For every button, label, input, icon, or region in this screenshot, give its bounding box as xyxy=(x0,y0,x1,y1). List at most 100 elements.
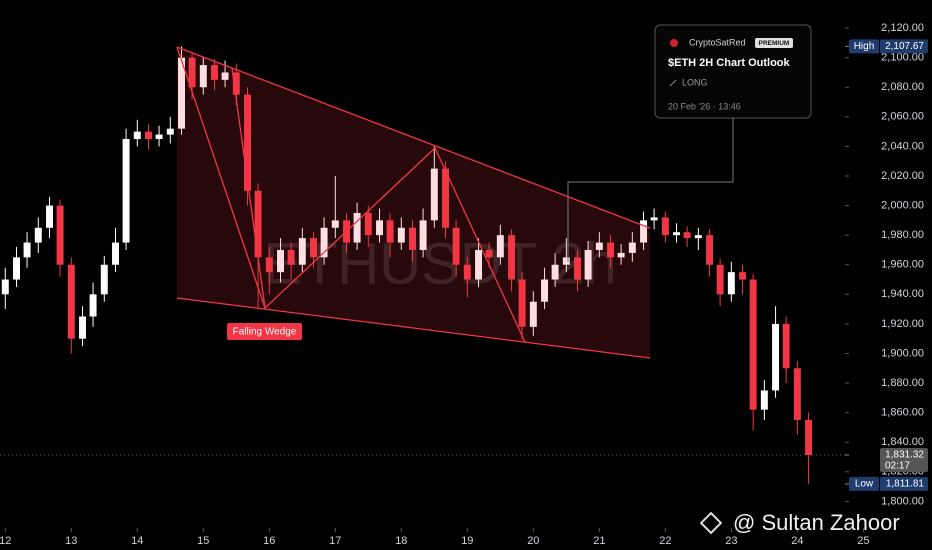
wedge-upper xyxy=(176,46,651,229)
candle-body xyxy=(397,227,405,243)
candle-body xyxy=(760,390,768,410)
candle-body xyxy=(430,168,438,221)
candle-body xyxy=(221,72,229,80)
x-tick-label: 16 xyxy=(263,535,275,547)
candle-body xyxy=(706,235,714,265)
candle-body xyxy=(584,249,592,280)
price-name-box xyxy=(849,476,879,491)
price-name-box xyxy=(849,39,879,54)
wedge-zigzag xyxy=(176,46,526,343)
candle-body xyxy=(13,257,20,280)
card-title: $ETH 2H Chart Outlook xyxy=(668,57,791,69)
price-box xyxy=(880,39,928,54)
candle-body xyxy=(650,217,658,221)
candle-body xyxy=(46,205,53,228)
x-tick-label: 24 xyxy=(791,535,803,547)
candle-body xyxy=(716,264,724,295)
candle-body xyxy=(475,249,483,280)
price-label: 1,831.32 xyxy=(885,450,924,461)
price-box xyxy=(880,448,928,473)
card-badge: PREMIUM xyxy=(759,40,790,47)
candle-body xyxy=(694,235,702,239)
credit: @ Sultan Zahoor xyxy=(699,510,900,535)
x-tick-label: 14 xyxy=(131,535,143,547)
x-tick-label: 22 xyxy=(659,535,671,547)
y-tick-label: 1,860.00 xyxy=(881,407,924,419)
x-tick-label: 12 xyxy=(0,535,11,547)
price-label: 1,811.81 xyxy=(886,479,925,490)
candle-body xyxy=(188,57,196,88)
candle-body xyxy=(805,420,813,456)
candle-body xyxy=(277,249,285,273)
candle-body xyxy=(331,220,339,228)
candles xyxy=(0,46,845,484)
candle-body xyxy=(772,323,780,391)
card-direction: LONG xyxy=(682,77,708,87)
candle-body xyxy=(442,168,450,228)
candle-body xyxy=(463,264,471,280)
credit-logo xyxy=(699,511,723,535)
candle-body xyxy=(551,264,559,280)
candle-body xyxy=(56,205,64,265)
y-tick-label: 1,960.00 xyxy=(881,259,924,271)
y-tick-label: 1,920.00 xyxy=(881,318,924,330)
candle-body xyxy=(254,190,262,258)
candle-body xyxy=(782,323,790,369)
candle-body xyxy=(793,368,801,421)
y-tick-label: 2,060.00 xyxy=(881,111,924,123)
pattern-badge xyxy=(227,323,302,340)
candle-body xyxy=(364,212,372,236)
candle-body xyxy=(640,220,648,243)
x-tick-label: 19 xyxy=(461,535,473,547)
countdown: 02:17 xyxy=(885,461,910,472)
candle-body xyxy=(595,242,603,250)
idea-card[interactable]: CryptoSatRed PREMIUM $ETH 2H Chart Outlo… xyxy=(654,24,812,119)
candle-body xyxy=(100,264,108,295)
y-tick-label: 1,940.00 xyxy=(881,288,924,300)
y-tick-label: 2,100.00 xyxy=(881,52,924,64)
candle-body xyxy=(67,264,75,339)
candle-body xyxy=(166,128,174,135)
candle-body xyxy=(508,235,516,280)
y-tick-label: 1,900.00 xyxy=(881,347,924,359)
y-tick-label: 2,120.00 xyxy=(881,22,924,34)
candle-body xyxy=(1,279,9,295)
connector xyxy=(567,118,734,262)
candle-body xyxy=(617,252,625,258)
candle-body xyxy=(298,238,306,265)
candle-body xyxy=(232,72,240,95)
card-date: 20 Feb '26 · 13:46 xyxy=(668,101,741,111)
candle-body xyxy=(133,131,141,140)
candle-body xyxy=(607,242,615,258)
candle-body xyxy=(23,242,31,258)
x-tick-label: 18 xyxy=(395,535,407,547)
x-tick-label: 20 xyxy=(527,535,539,547)
y-tick-label: 1,880.00 xyxy=(881,377,924,389)
avatar xyxy=(670,39,678,47)
candle-body xyxy=(485,249,493,258)
candle-body xyxy=(452,227,460,265)
y-tick-label: 2,040.00 xyxy=(881,140,924,152)
y-tick-label: 1,980.00 xyxy=(881,229,924,241)
candle-body xyxy=(244,94,251,191)
card-box[interactable] xyxy=(654,24,812,119)
candle-body xyxy=(529,301,537,327)
y-tick-label: 2,080.00 xyxy=(881,81,924,93)
wedge-lower xyxy=(176,297,651,359)
candle-body xyxy=(727,272,735,295)
candle-body xyxy=(310,238,318,258)
candle-body xyxy=(541,279,549,302)
candle-body xyxy=(34,227,42,243)
candle-body xyxy=(211,65,218,80)
candle-body xyxy=(661,217,669,236)
candle-body xyxy=(683,232,691,239)
card-author: CryptoSatRed xyxy=(689,37,746,47)
x-tick-label: 25 xyxy=(857,535,869,547)
candle-body xyxy=(749,279,757,410)
candle-body xyxy=(496,235,504,258)
x-tick-label: 21 xyxy=(593,535,605,547)
pattern-label: Falling Wedge xyxy=(233,327,297,338)
candle-body xyxy=(79,316,86,339)
candle-body xyxy=(353,212,361,243)
